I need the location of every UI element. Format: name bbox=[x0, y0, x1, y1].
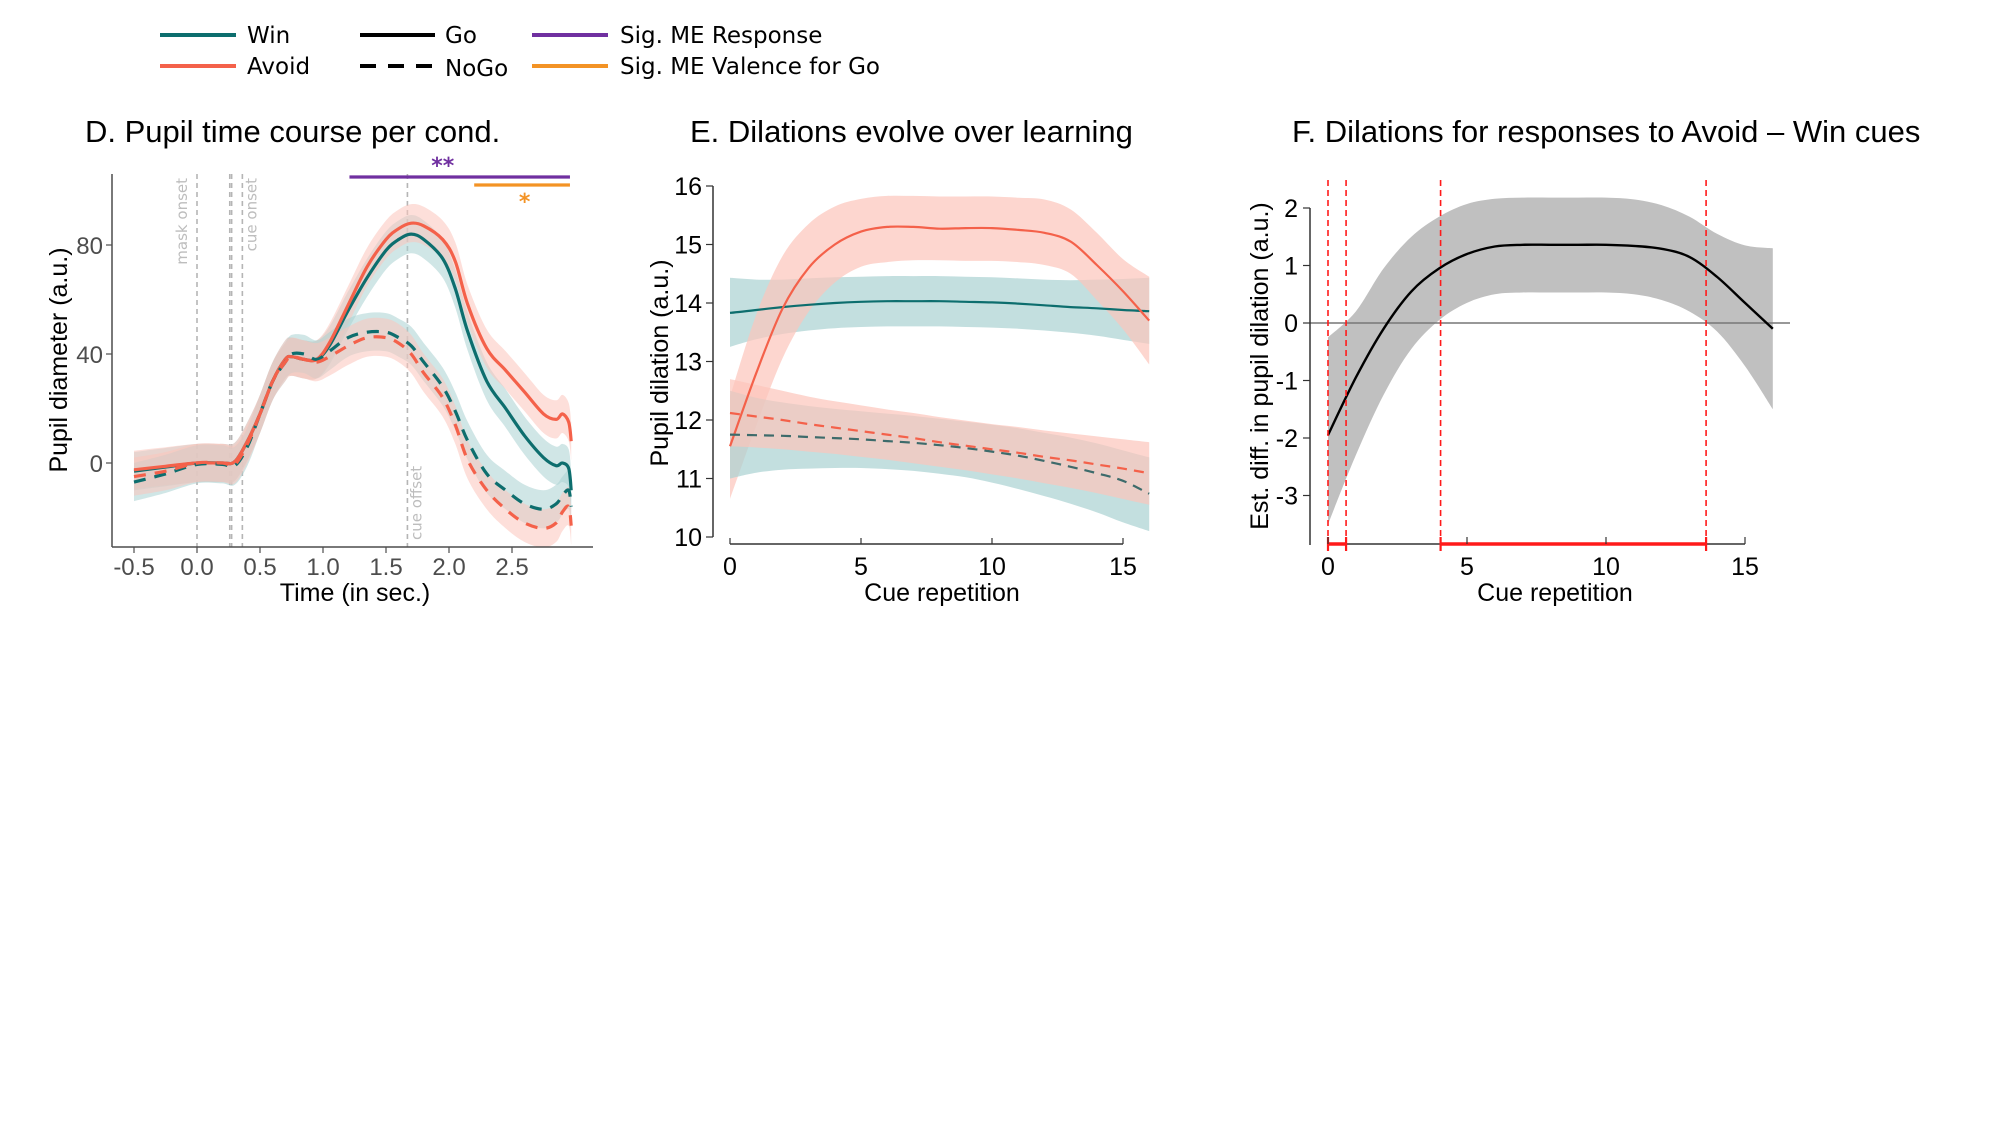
x-tick-label: 1.5 bbox=[369, 554, 402, 581]
series-line-avoid-go bbox=[728, 225, 1151, 447]
y-tick-label: -3 bbox=[1276, 483, 1298, 511]
panel-e: E. Dilations evolve over learning 0 5 10 15… bbox=[646, 114, 1151, 607]
x-tick-label: 0 bbox=[723, 553, 737, 581]
x-tick-label: 5 bbox=[1460, 553, 1474, 581]
x-tick-label: 0.5 bbox=[243, 554, 276, 581]
y-tick-label: 80 bbox=[76, 233, 103, 260]
panel-d-ci-bands bbox=[134, 203, 572, 548]
y-tick-label: -2 bbox=[1276, 425, 1298, 453]
y-tick-label: 16 bbox=[674, 173, 702, 201]
ci-band-win-go bbox=[730, 276, 1150, 347]
series-line-estimate bbox=[1326, 243, 1774, 436]
ci-band-estimate bbox=[1328, 197, 1773, 525]
event-label-mask-onset: mask onset bbox=[173, 178, 191, 265]
series-line-win-nogo bbox=[729, 433, 1150, 495]
ci-band-avoid-go bbox=[730, 195, 1150, 499]
legend-label-win: Win bbox=[247, 23, 290, 49]
x-tick-label: 10 bbox=[1592, 553, 1620, 581]
panel-e-y-label: Pupil dilation (a.u.) bbox=[646, 259, 674, 466]
y-tick-label: 14 bbox=[674, 290, 702, 318]
event-label-cue-offset: cue offset bbox=[407, 466, 425, 540]
panel-d-ticks: -0.5 0.0 0.5 1.0 1.5 2.0 2.5 0 40 80 bbox=[76, 233, 528, 581]
panel-d-series-lines bbox=[133, 221, 573, 531]
y-tick-label: 11 bbox=[676, 466, 702, 494]
y-tick-label: -1 bbox=[1276, 368, 1298, 396]
series-line-avoid-nogo bbox=[729, 411, 1150, 475]
legend: Win Avoid Go NoGo Sig. ME Response Sig. … bbox=[160, 23, 880, 82]
legend-label-avoid: Avoid bbox=[247, 54, 310, 80]
y-tick-label: 12 bbox=[674, 407, 702, 435]
legend-label-nogo: NoGo bbox=[445, 56, 508, 82]
series-line-avoid-nogo bbox=[133, 335, 573, 531]
y-tick-label: 15 bbox=[674, 232, 702, 260]
panel-d: D. Pupil time course per cond. mask onse… bbox=[45, 114, 593, 607]
y-tick-label: 13 bbox=[674, 349, 702, 377]
ci-band-avoid-go bbox=[134, 203, 572, 489]
panel-d-x-label: Time (in sec.) bbox=[280, 579, 430, 607]
x-tick-label: 10 bbox=[978, 553, 1006, 581]
panel-d-title: D. Pupil time course per cond. bbox=[85, 114, 500, 149]
panel-f-ci-band bbox=[1328, 197, 1773, 525]
legend-label-go: Go bbox=[445, 23, 477, 49]
legend-label-sig-response: Sig. ME Response bbox=[620, 23, 822, 49]
y-tick-label: 1 bbox=[1284, 253, 1298, 281]
panel-f-x-label: Cue repetition bbox=[1477, 579, 1633, 607]
panel-d-significance: *** bbox=[349, 154, 570, 215]
x-tick-label: 0.0 bbox=[180, 554, 213, 581]
panel-f-series-lines bbox=[1326, 243, 1774, 436]
event-label-cue-onset: cue onset bbox=[242, 178, 260, 251]
panel-f-ticks: 0 5 10 15 -3 -2 -1 0 1 2 bbox=[1276, 195, 1759, 581]
y-tick-label: 40 bbox=[76, 342, 103, 369]
panel-e-ticks: 0 5 10 15 10 11 12 13 14 15 16 bbox=[674, 173, 1137, 581]
panel-e-ci-bands bbox=[730, 195, 1150, 532]
panel-f-title: F. Dilations for responses to Avoid – Wi… bbox=[1292, 114, 1920, 149]
y-tick-label: 0 bbox=[1284, 310, 1298, 338]
panel-f-y-label: Est. diff. in pupil dilation (a.u.) bbox=[1246, 202, 1274, 530]
panel-f-significance-bounds bbox=[1327, 180, 1707, 544]
x-tick-label: 0 bbox=[1321, 553, 1335, 581]
panel-d-y-label: Pupil diameter (a.u.) bbox=[45, 247, 73, 472]
panel-e-series-lines bbox=[728, 225, 1151, 495]
x-tick-label: 15 bbox=[1109, 553, 1137, 581]
significance-marker-sig-me-response: ** bbox=[431, 154, 455, 179]
significance-marker-sig-me-valence-for-go: * bbox=[519, 190, 531, 215]
y-tick-label: 2 bbox=[1284, 195, 1298, 223]
y-tick-label: 0 bbox=[90, 451, 103, 478]
x-tick-label: -0.5 bbox=[113, 554, 154, 581]
x-tick-label: 5 bbox=[854, 553, 868, 581]
x-tick-label: 2.5 bbox=[495, 554, 528, 581]
panel-e-x-label: Cue repetition bbox=[864, 579, 1020, 607]
y-tick-label: 10 bbox=[674, 524, 702, 552]
legend-label-sig-valence: Sig. ME Valence for Go bbox=[620, 54, 880, 80]
series-line-win-go bbox=[729, 300, 1150, 314]
panel-e-title: E. Dilations evolve over learning bbox=[690, 114, 1133, 149]
x-tick-label: 1.0 bbox=[306, 554, 339, 581]
x-tick-label: 2.0 bbox=[432, 554, 465, 581]
x-tick-label: 15 bbox=[1731, 553, 1759, 581]
series-line-win-nogo bbox=[133, 329, 573, 511]
panel-f: F. Dilations for responses to Avoid – Wi… bbox=[1246, 114, 1920, 607]
